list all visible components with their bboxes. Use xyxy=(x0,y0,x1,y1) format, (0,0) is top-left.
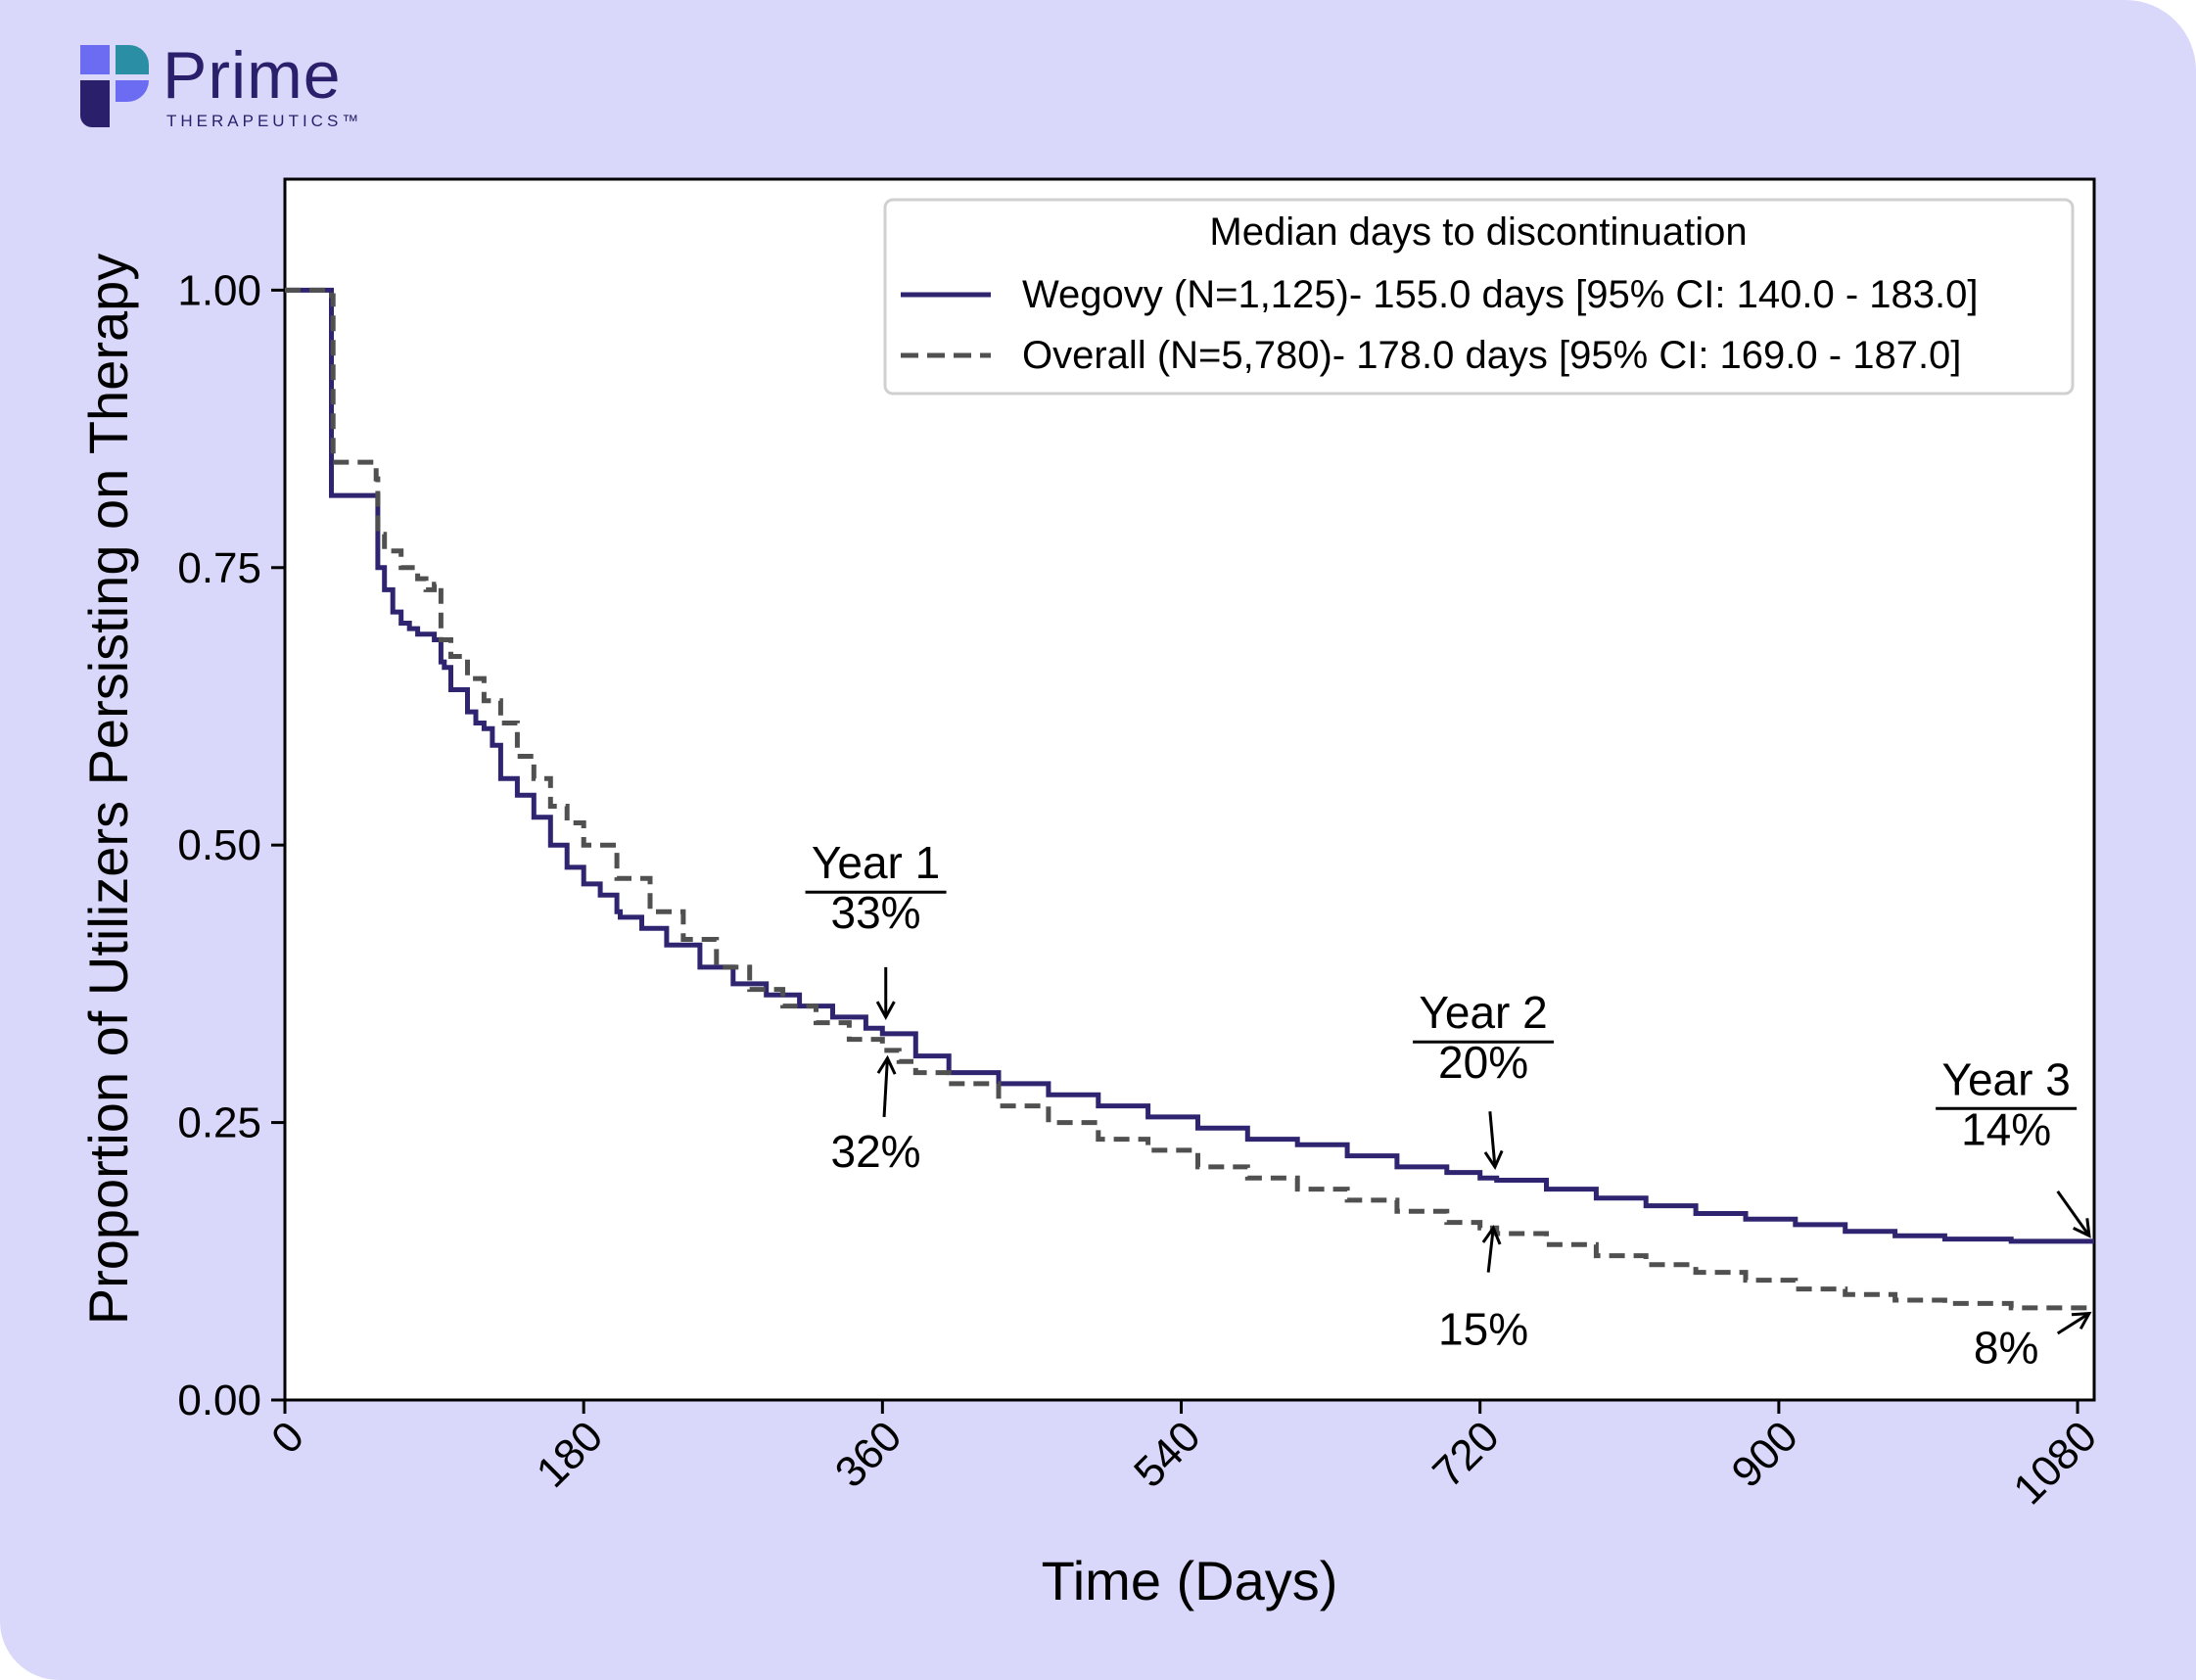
logo-subtitle: THERAPEUTICS™ xyxy=(166,112,363,130)
annotation-label: 8% xyxy=(1974,1323,2038,1374)
x-tick-label: 0 xyxy=(262,1412,313,1463)
y-tick-label: 0.25 xyxy=(177,1099,261,1147)
y-axis-ticks: 0.00 0.25 0.50 0.75 1.00 xyxy=(177,266,285,1424)
logo-wordmark: Prime xyxy=(163,38,342,113)
y-tick-label: 0.00 xyxy=(177,1377,261,1424)
annotation-label: 14% xyxy=(1961,1103,2051,1154)
annotations-layer: Year 133% 32% Year 220% 15% Year 314% 8% xyxy=(805,837,2092,1374)
legend-entry-wegovy: Wegovy (N=1,125)- 155.0 days [95% CI: 14… xyxy=(1022,273,1978,316)
x-tick-label: 540 xyxy=(1125,1412,1210,1497)
y-tick-label: 1.00 xyxy=(177,266,261,314)
prime-therapeutics-logo: Prime THERAPEUTICS™ xyxy=(80,38,394,133)
x-tick-label: 1080 xyxy=(2004,1412,2106,1514)
annotation-label: 15% xyxy=(1438,1303,1528,1354)
annotation-label: Year 3 xyxy=(1941,1053,2070,1104)
legend-box xyxy=(883,198,2075,396)
y-tick-label: 0.50 xyxy=(177,821,261,869)
x-tick-label: 720 xyxy=(1424,1412,1509,1497)
annotation-label: 33% xyxy=(831,887,921,938)
x-axis-ticks: 0 180 360 540 720 900 1080 xyxy=(262,1400,2106,1514)
series-line-overall xyxy=(285,287,2097,1311)
y-axis-label: Proportion of Utilizers Persisting on Th… xyxy=(77,254,139,1326)
annotation-arrow xyxy=(876,1054,897,1118)
annotation-label: Year 2 xyxy=(1419,987,1547,1038)
y-tick-label: 0.75 xyxy=(177,544,261,592)
annotation-arrow xyxy=(1481,1225,1502,1273)
x-axis-label: Time (Days) xyxy=(1042,1550,1338,1611)
annotation-arrow xyxy=(2056,1190,2091,1238)
annotation-label: 32% xyxy=(831,1126,921,1177)
legend: Median days to discontinuation Wegovy (N… xyxy=(883,198,2075,396)
prime-mark-icon xyxy=(80,45,149,127)
x-tick-label: 360 xyxy=(826,1412,911,1497)
annotation-arrow xyxy=(875,966,896,1021)
series-layer xyxy=(285,287,2097,1311)
x-tick-label: 900 xyxy=(1722,1412,1807,1497)
annotation-arrow xyxy=(2056,1311,2092,1335)
annotation-arrow xyxy=(1483,1111,1504,1171)
annotation-label: Year 1 xyxy=(812,837,940,888)
legend-title: Median days to discontinuation xyxy=(1209,210,1747,254)
x-tick-label: 180 xyxy=(528,1412,613,1497)
annotation-label: 20% xyxy=(1438,1037,1528,1088)
legend-entry-overall: Overall (N=5,780)- 178.0 days [95% CI: 1… xyxy=(1022,334,1961,377)
